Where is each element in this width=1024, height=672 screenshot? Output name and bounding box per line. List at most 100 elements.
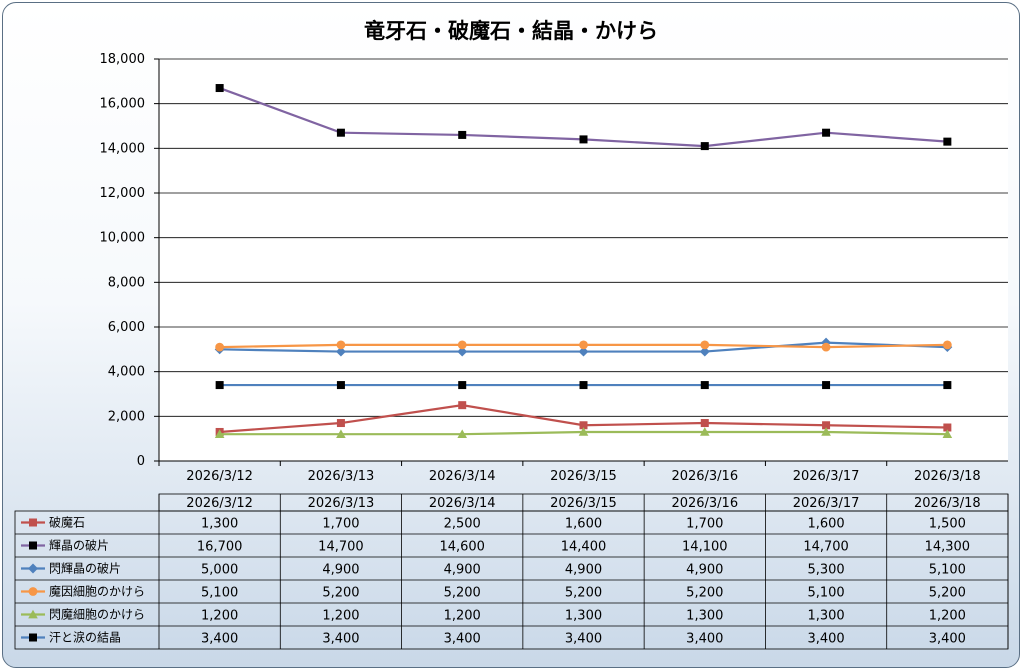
table-value-cell: 14,700 [318,540,364,555]
x-tick-label: 2026/3/14 [429,469,496,484]
table-value-cell: 1,600 [807,517,844,532]
table-value-cell: 2,500 [444,517,481,532]
data-point [336,429,346,439]
table-value-cell: 1,700 [322,517,359,532]
table-series-label: 魔因細胞のかけら [49,584,145,599]
data-point [699,427,710,436]
y-tick-label: 4,000 [108,365,145,380]
data-point [336,128,345,137]
x-tick-label: 2026/3/13 [308,469,375,484]
table-value-cell: 3,400 [807,632,844,647]
data-point [215,381,224,390]
legend-key-marker [29,541,37,550]
data-point [821,427,831,436]
table-value-cell: 5,200 [929,586,966,601]
y-tick-label: 18,000 [100,52,146,67]
table-value-cell: 5,200 [322,586,359,601]
x-tick-label: 2026/3/16 [671,469,738,484]
data-point [215,84,224,93]
data-point [336,381,345,390]
y-tick-label: 6,000 [108,320,145,335]
table-value-cell: 3,400 [444,632,481,647]
x-tick-label: 2026/3/18 [914,469,981,484]
table-header-date: 2026/3/14 [429,496,496,511]
table-header-date: 2026/3/13 [308,496,375,511]
table-value-cell: 14,700 [803,540,849,555]
table-value-cell: 5,100 [807,586,844,601]
table-value-cell: 1,200 [322,609,359,624]
table-value-cell: 1,600 [565,517,602,532]
data-point [699,346,710,357]
table-header-date: 2026/3/12 [186,496,253,511]
table-value-cell: 5,100 [929,563,966,578]
data-point [578,427,589,436]
data-point [214,429,225,439]
data-point [822,421,831,430]
data-point [943,137,952,146]
table-series-label: 破魔石 [49,515,85,530]
table-value-cell: 3,400 [565,632,602,647]
data-point [458,401,467,410]
series-group [215,381,952,390]
table-value-cell: 3,400 [201,632,238,647]
data-point [700,419,709,428]
data-point [822,128,831,137]
x-tick-label: 2026/3/15 [550,469,617,484]
table-header-date: 2026/3/17 [793,496,860,511]
table-value-cell: 1,300 [565,609,602,624]
table-value-cell: 14,300 [925,540,971,555]
legend-key-marker [28,587,38,596]
table-value-cell: 5,200 [444,586,481,601]
chart-title: 竜牙石・破魔石・結晶・かけら [364,19,658,43]
series-group [215,340,952,352]
table-value-cell: 3,400 [929,632,966,647]
data-point [457,346,468,357]
y-tick-label: 12,000 [100,186,146,201]
data-point [458,381,467,390]
table-series-label: 閃輝晶の破片 [49,561,121,576]
data-point [700,142,709,151]
series-group [214,427,953,439]
data-point [578,346,589,357]
table-value-cell: 14,100 [682,540,728,555]
data-point [579,381,588,390]
data-point [942,429,953,439]
data-point [821,337,832,348]
data-point [943,381,952,390]
data-point [821,342,831,352]
table-header-date: 2026/3/18 [914,496,981,511]
table-value-cell: 1,200 [201,609,238,624]
table-value-cell: 4,900 [686,563,723,578]
data-point [215,342,225,352]
table-value-cell: 3,400 [686,632,723,647]
y-tick-label: 0 [137,454,145,469]
line-chart: 0 2,000 4,000 6,000 8,000 10,000 12,000 14,000 1… [14,52,1009,650]
data-point [942,340,952,350]
table-value-cell: 1,300 [201,517,238,532]
y-tick-label: 10,000 [100,231,146,246]
data-point [457,429,468,439]
table-value-cell: 5,000 [201,563,238,578]
table-value-cell: 5,200 [686,586,723,601]
y-tick-label: 16,000 [100,97,146,112]
data-point [822,381,831,390]
table-series-label: 輝晶の破片 [49,538,109,553]
legend-key-marker [29,633,37,642]
legend-key-marker [28,563,38,574]
y-tick-label: 2,000 [108,409,145,424]
table-header-date: 2026/3/16 [671,496,738,511]
table-value-cell: 1,300 [807,609,844,624]
table-value-cell: 4,900 [565,563,602,578]
table-value-cell: 5,300 [807,563,844,578]
data-point [700,340,710,350]
table-value-cell: 4,900 [444,563,481,578]
table-value-cell: 1,200 [444,609,481,624]
table-value-cell: 14,600 [439,540,485,555]
table-value-cell: 3,400 [322,632,359,647]
table-series-label: 汗と涙の結晶 [49,630,121,645]
table-value-cell: 16,700 [197,540,243,555]
table-value-cell: 4,900 [322,563,359,578]
data-point [458,130,467,139]
table-value-cell: 1,700 [686,517,723,532]
